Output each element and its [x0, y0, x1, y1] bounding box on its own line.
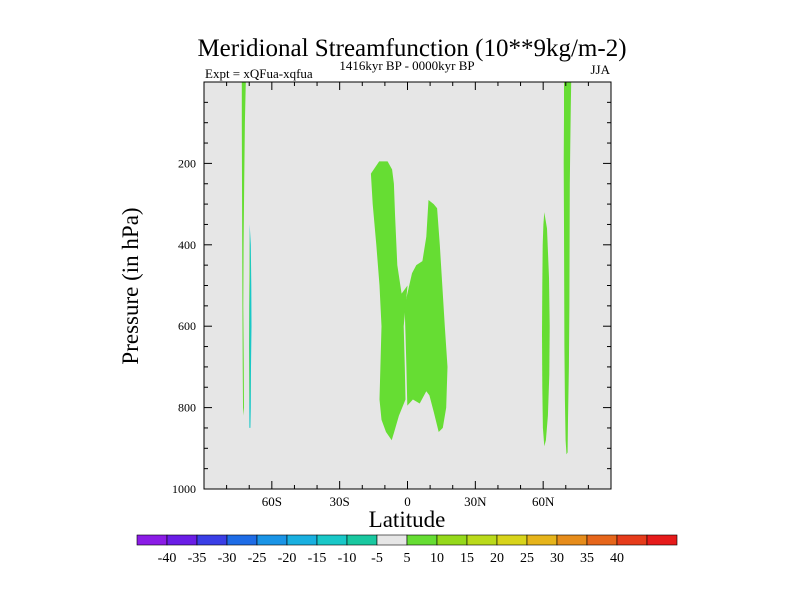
colorbar-label: 35	[580, 551, 594, 566]
chart-title: Meridional Streamfunction (10**9kg/m-2)	[197, 35, 626, 62]
colorbar-label: -5	[371, 551, 383, 566]
chart-subtitle: 1416kyr BP - 0000kyr BP	[339, 58, 474, 73]
x-axis-title: Latitude	[369, 507, 446, 532]
contour-region-sh-high-lat-weak-positive	[249, 228, 251, 408]
colorbar-label: -25	[248, 551, 267, 566]
colorbar-label: -15	[308, 551, 327, 566]
colorbar-label: 30	[550, 551, 564, 566]
colorbar-swatch	[406, 534, 438, 546]
contour-region-nh-60n-positive	[542, 212, 550, 447]
colorbar-label: 15	[460, 551, 474, 566]
colorbar-swatch	[346, 534, 378, 546]
colorbar-swatch	[526, 534, 558, 546]
x-tick-label: 30N	[464, 494, 487, 509]
colorbar-label: -40	[158, 551, 177, 566]
colorbar-swatch	[586, 534, 618, 546]
colorbar-swatch	[616, 534, 648, 546]
axes: 60S 30S 0 30N 60N 200 400 600 800 1000	[172, 81, 612, 509]
colorbar-swatch	[466, 534, 498, 546]
contour-region-sh-high-lat-positive	[241, 82, 246, 416]
colorbar-swatch	[556, 534, 588, 546]
colorbar-label: -10	[338, 551, 357, 566]
colorbar-swatch	[166, 534, 198, 546]
colorbar-label: 10	[430, 551, 444, 566]
colorbar-swatch	[436, 534, 468, 546]
colorbar-swatch	[316, 534, 348, 546]
contour-region-tropics-west-positive	[370, 161, 408, 441]
x-tick-label: 0	[404, 494, 411, 509]
x-tick-label: 30S	[330, 494, 350, 509]
colorbar-swatch	[256, 534, 288, 546]
colorbar: -40 -35 -30 -25 -20 -15 -10 -5 5 10 15 20 25 30 35 40	[136, 534, 678, 566]
contour-regions	[241, 82, 572, 455]
colorbar-label: 20	[490, 551, 504, 566]
colorbar-label: 25	[520, 551, 534, 566]
y-axis-title: Pressure (in hPa)	[118, 207, 143, 364]
experiment-label: Expt = xQFua-xqfua	[205, 66, 313, 81]
colorbar-swatch	[136, 534, 168, 546]
colorbar-swatch	[496, 534, 528, 546]
colorbar-swatch	[196, 534, 228, 546]
colorbar-label: 5	[404, 551, 411, 566]
x-tick-label: 60N	[532, 494, 555, 509]
colorbar-label: -20	[278, 551, 297, 566]
colorbar-swatch	[376, 534, 408, 546]
y-tick-label: 600	[178, 319, 196, 333]
colorbar-swatch	[286, 534, 318, 546]
y-tick-label: 800	[178, 401, 196, 415]
season-label: JJA	[590, 62, 610, 77]
colorbar-label: -35	[188, 551, 207, 566]
colorbar-swatch	[646, 534, 678, 546]
y-tick-label: 400	[178, 238, 196, 252]
y-tick-label: 200	[178, 156, 196, 170]
colorbar-label: -30	[218, 551, 237, 566]
contour-region-tropics-east-positive	[404, 200, 448, 432]
x-tick-label: 60S	[262, 494, 282, 509]
contour-region-nh-high-lat-positive	[563, 82, 572, 455]
colorbar-label: 40	[610, 551, 624, 566]
y-tick-label: 1000	[172, 482, 196, 496]
colorbar-swatch	[226, 534, 258, 546]
